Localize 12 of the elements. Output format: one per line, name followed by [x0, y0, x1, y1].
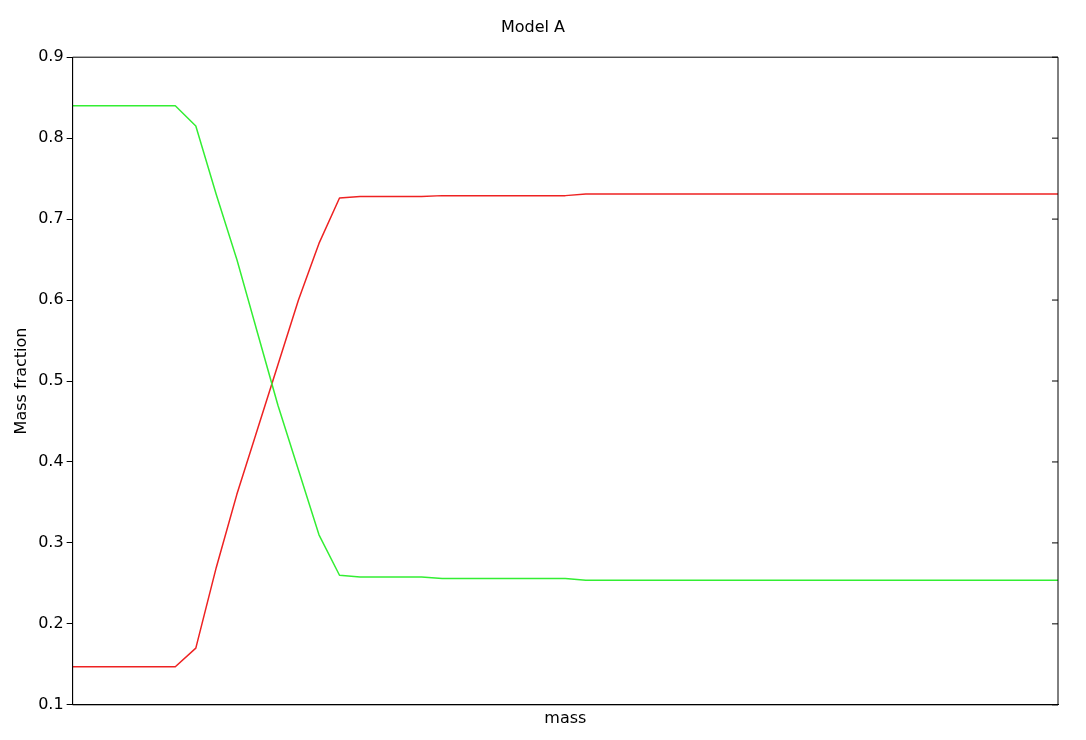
y-tick-label: 0.9 — [38, 46, 64, 66]
y-tick-label: 0.6 — [38, 289, 64, 309]
y-tick-label: 0.8 — [38, 127, 64, 147]
chart-title: Model A — [500, 16, 566, 36]
y-tick-label: 0.5 — [38, 370, 64, 390]
x-axis-title: mass — [544, 707, 587, 727]
y-tick-label: 0.7 — [38, 208, 64, 228]
y-tick-label: 0.2 — [38, 613, 64, 633]
y-axis-title: Mass fraction — [10, 327, 30, 435]
y-tick-label: 0.1 — [38, 693, 64, 713]
y-tick-label: 0.3 — [38, 532, 64, 552]
y-tick-label: 0.4 — [38, 451, 64, 471]
